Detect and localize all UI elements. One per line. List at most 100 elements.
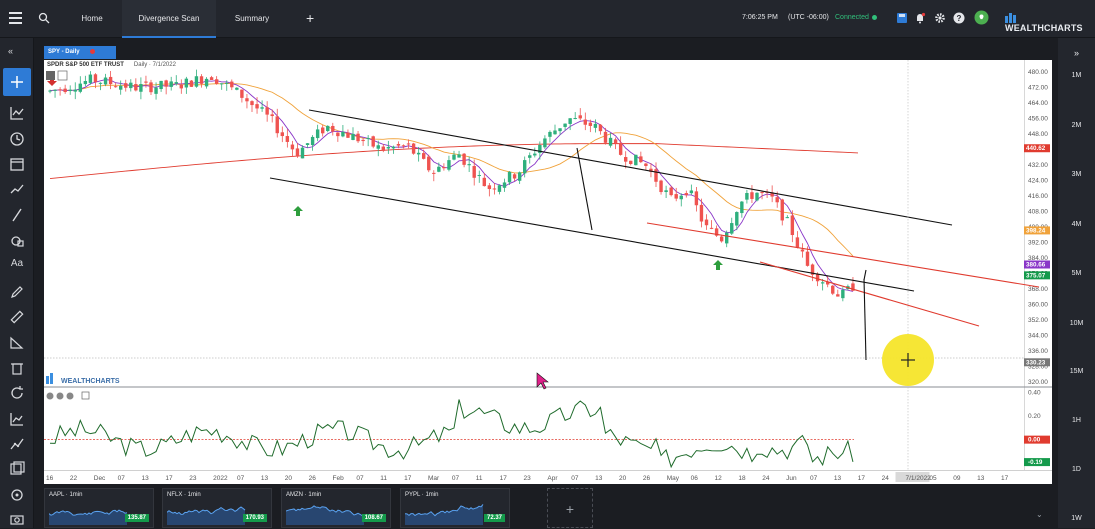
candle — [598, 124, 603, 132]
menu-icon[interactable] — [9, 12, 22, 24]
timeframe-15m[interactable]: 15M — [1069, 368, 1084, 375]
tab-summary[interactable]: Summary — [234, 14, 270, 23]
date-axis-label: 2022 — [213, 475, 228, 482]
save-icon[interactable] — [896, 12, 908, 24]
watchlist-price: 135.87 — [124, 514, 149, 522]
line-tool-icon[interactable] — [8, 206, 26, 224]
date-axis-label: 23 — [524, 475, 532, 482]
candle — [841, 289, 845, 299]
measure-icon[interactable] — [8, 334, 26, 352]
add-tab-button[interactable]: + — [306, 10, 315, 26]
date-axis-labels: 16 22 Dec 07 13 17 23 2022 07 13 20 26 Feb 07 11 17 Mar 0… — [46, 472, 1009, 482]
price-axis-label: 384.00 — [1028, 255, 1048, 262]
candle — [295, 148, 300, 157]
layout-icon[interactable] — [8, 460, 26, 478]
price-axis-label: 392.00 — [1028, 240, 1048, 247]
chart-canvas[interactable]: 480.00472.00464.00456.00448.00440.00432.… — [44, 60, 1052, 484]
candle — [795, 237, 800, 248]
ruler-icon[interactable] — [8, 308, 26, 326]
collapse-left-icon[interactable]: « — [8, 46, 14, 56]
price-axis-label: 352.00 — [1028, 317, 1048, 324]
calendar-icon[interactable] — [8, 155, 26, 173]
watchlist-card-nflx[interactable]: NFLX · 1min 170.93 — [162, 488, 272, 528]
tab-divergence-scan[interactable]: Divergence Scan — [122, 0, 216, 38]
candle — [644, 163, 648, 166]
price-axis-label: 480.00 — [1028, 69, 1048, 76]
candle — [467, 164, 471, 166]
camera-icon[interactable] — [8, 510, 26, 528]
price-tag — [1024, 144, 1050, 153]
date-axis-highlight — [895, 472, 930, 482]
candle — [517, 172, 522, 181]
timeframe-1m[interactable]: 1M — [1071, 72, 1082, 79]
watchlist-card-pypl[interactable]: PYPL · 1min 72.37 — [400, 488, 510, 528]
gear-icon[interactable] — [934, 12, 946, 24]
watchlist-card-aapl[interactable]: AAPL · 1min 135.87 — [44, 488, 154, 528]
help-icon[interactable]: ? — [953, 12, 965, 24]
tab-home[interactable]: Home — [81, 14, 103, 23]
add-watchlist-button[interactable]: + — [547, 488, 593, 528]
chart-type-icon[interactable] — [8, 410, 26, 428]
search-icon[interactable] — [38, 12, 50, 24]
candle — [826, 281, 830, 285]
refresh-icon[interactable] — [8, 384, 26, 402]
chevron-down-icon[interactable]: ⌄ — [1036, 510, 1043, 519]
candle — [831, 285, 835, 294]
candle — [366, 138, 370, 140]
scatter-icon[interactable] — [8, 435, 26, 453]
pencil-icon[interactable] — [8, 283, 26, 301]
osc-settings-icon — [66, 392, 74, 400]
timeframe-1w[interactable]: 1W — [1071, 515, 1082, 522]
candle — [88, 74, 93, 83]
timeframe-1d[interactable]: 1D — [1072, 466, 1081, 473]
date-axis-label: 09 — [953, 475, 961, 482]
collapse-right-icon[interactable]: » — [1073, 48, 1079, 58]
chart-panel[interactable] — [44, 60, 1024, 470]
date-axis-label: 17 — [500, 475, 508, 482]
live-indicator-icon — [89, 48, 95, 54]
candle — [305, 143, 310, 145]
trend-line — [308, 109, 953, 226]
lightbulb-icon[interactable] — [974, 10, 989, 25]
target-icon[interactable] — [8, 486, 26, 504]
candle — [280, 132, 284, 137]
trend-icon[interactable] — [8, 180, 26, 198]
connection-status: Connected — [835, 14, 877, 21]
trash-icon[interactable] — [8, 359, 26, 377]
watchlist-price: 72.37 — [483, 514, 505, 522]
bell-icon[interactable] — [914, 12, 926, 24]
candle — [199, 76, 204, 84]
timeframe-3m[interactable]: 3M — [1071, 171, 1082, 178]
candle — [780, 199, 784, 221]
candle — [805, 251, 810, 266]
crosshair-icon[interactable] — [8, 73, 26, 91]
ma-long-line — [49, 143, 859, 179]
timeframe-4m[interactable]: 4M — [1071, 221, 1082, 228]
price-axis-label: 448.00 — [1028, 131, 1048, 138]
timeframe-5m[interactable]: 5M — [1071, 270, 1082, 277]
date-axis-label: 07 — [452, 475, 460, 482]
ma-short-line — [49, 79, 854, 292]
date-axis-label: 17 — [1001, 475, 1009, 482]
symbol-tab[interactable]: SPY - Daily — [44, 46, 116, 59]
date-axis[interactable] — [44, 470, 1052, 484]
shapes-icon[interactable] — [8, 232, 26, 250]
candle — [492, 188, 497, 190]
date-axis-label: 17 — [858, 475, 866, 482]
timeframe-10m[interactable]: 10M — [1069, 320, 1084, 327]
timeframe-1h[interactable]: 1H — [1072, 417, 1081, 424]
candle — [709, 227, 714, 229]
sell-arrow-icon — [47, 76, 57, 86]
text-tool-icon[interactable]: Aa — [10, 258, 24, 269]
candle — [275, 116, 279, 134]
candle — [336, 132, 340, 137]
indicator-icon[interactable] — [8, 104, 26, 122]
watchlist-card-amzn[interactable]: AMZN · 1min 108.67 — [281, 488, 391, 528]
candle — [386, 147, 391, 149]
candle — [331, 125, 335, 132]
clock-icon[interactable] — [8, 130, 26, 148]
candle — [760, 191, 764, 194]
timeframe-2m[interactable]: 2M — [1071, 122, 1082, 129]
timezone[interactable]: (UTC -06:00) — [788, 14, 829, 21]
candle — [512, 174, 517, 179]
